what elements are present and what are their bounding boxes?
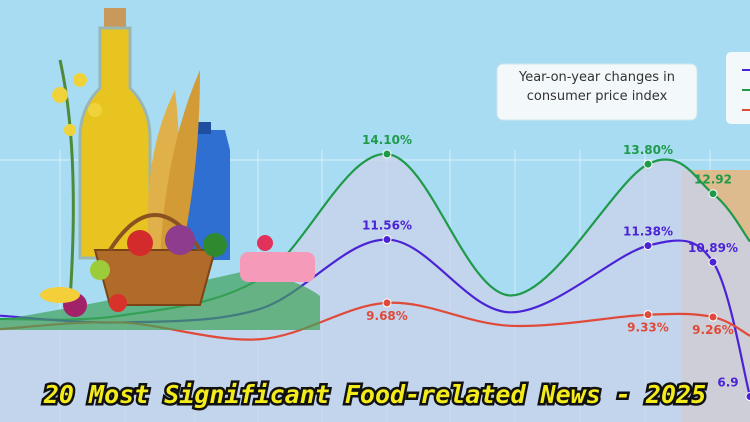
point: [643, 159, 653, 169]
value-label: 13.80%: [623, 143, 673, 157]
value-label: 12.92: [694, 173, 732, 187]
food-illustration: [0, 8, 320, 330]
annotation: Year-on-year changes in consumer price i…: [518, 70, 675, 104]
value-label: 14.10%: [362, 133, 412, 147]
value-label: 9.68%: [366, 309, 408, 323]
legend-box: [726, 52, 750, 124]
value-label: 6.9: [717, 376, 738, 390]
point: [643, 241, 653, 251]
value-label: 10.89%: [688, 241, 738, 255]
chart-title: 20 Most Significant Food-related News - …: [43, 380, 706, 409]
point: [708, 312, 718, 322]
value-label: 11.56%: [362, 219, 412, 233]
point: [708, 189, 718, 199]
point: [382, 235, 392, 245]
plot: 14.10% 13.80% 12.92 11.56% 11.38% 10.89% 6.9 9.…: [0, 133, 750, 422]
annotation-box: [496, 63, 698, 121]
value-label: 11.38%: [623, 225, 673, 239]
annotation-wrap: Year-on-year changes in consumer price i…: [518, 70, 675, 104]
point: [382, 298, 392, 308]
point: [708, 257, 718, 267]
area: [0, 153, 750, 422]
value-label: 9.33%: [627, 321, 669, 335]
point: [643, 310, 653, 320]
point: [382, 149, 392, 159]
point: [745, 392, 750, 402]
value-label: 9.26%: [692, 323, 734, 337]
